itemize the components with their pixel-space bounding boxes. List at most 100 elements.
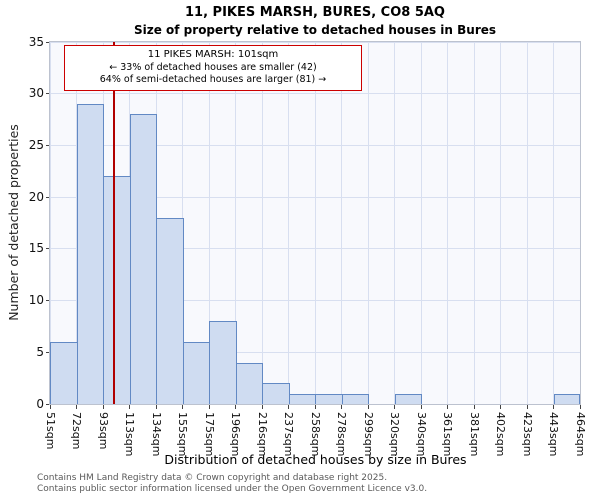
x-axis-label: Distribution of detached houses by size …	[164, 452, 467, 467]
x-gridline	[526, 42, 528, 404]
x-tick-mark	[367, 405, 369, 409]
x-tick-mark	[420, 405, 422, 409]
histogram-bar	[315, 393, 343, 404]
chart-title: 11, PIKES MARSH, BURES, CO8 5AQ	[185, 5, 445, 20]
annotation-property-line: 11 PIKES MARSH: 101sqm	[147, 49, 279, 60]
x-tick-mark	[341, 405, 342, 409]
y-tick-label: 0	[36, 396, 44, 411]
x-gridline	[208, 42, 210, 404]
x-tick-mark	[526, 405, 528, 409]
x-tick-mark	[155, 405, 157, 409]
histogram-bar	[103, 176, 131, 404]
x-tick-label: 134sqm	[149, 412, 163, 457]
x-gridline	[394, 42, 395, 404]
x-tick-label: 443sqm	[547, 412, 560, 457]
x-tick-mark	[76, 405, 77, 409]
property-size-marker-line	[113, 42, 116, 404]
footer-line-2: Contains public sector information licen…	[37, 483, 428, 494]
x-tick-mark	[288, 405, 289, 409]
x-gridline	[261, 42, 263, 404]
y-tick-mark	[46, 403, 50, 405]
x-tick-label: 196sqm	[229, 412, 242, 457]
histogram-bar	[76, 104, 104, 404]
footer-line-1: Contains HM Land Registry data © Crown c…	[37, 473, 388, 483]
annotation-box: 11 PIKES MARSH: 101sqm ← 33% of detached…	[64, 45, 362, 91]
y-tick-label: 35	[28, 34, 44, 49]
x-tick-mark	[314, 405, 316, 409]
x-tick-label: 155sqm	[176, 412, 189, 457]
x-tick-mark	[500, 405, 501, 409]
y-tick-mark	[46, 248, 50, 250]
x-tick-label: 464sqm	[573, 412, 587, 457]
y-tick-label: 25	[28, 137, 44, 152]
x-gridline	[341, 42, 342, 404]
histogram-bar	[156, 217, 184, 404]
histogram-bar	[262, 383, 290, 404]
x-tick-label: 402sqm	[494, 412, 507, 457]
x-gridline	[367, 42, 369, 404]
x-gridline	[314, 42, 316, 404]
x-tick-mark	[208, 405, 210, 409]
x-tick-label: 93sqm	[96, 412, 110, 450]
histogram-bar	[288, 393, 316, 404]
x-gridline	[288, 42, 289, 404]
x-tick-mark	[447, 405, 448, 409]
x-gridline	[235, 42, 236, 404]
license-footer: Contains HM Land Registry data © Crown c…	[37, 473, 427, 494]
histogram-bar	[553, 393, 580, 404]
y-tick-mark	[46, 196, 50, 198]
x-tick-label: 72sqm	[70, 412, 83, 450]
y-tick-mark	[46, 300, 50, 302]
x-tick-label: 51sqm	[43, 412, 57, 450]
histogram-bar	[394, 393, 422, 404]
histogram-bar	[235, 362, 263, 404]
plot-area	[50, 42, 580, 404]
x-tick-mark	[235, 405, 236, 409]
x-tick-label: 381sqm	[467, 412, 481, 457]
x-tick-mark	[49, 405, 51, 409]
annotation-smaller-line: ← 33% of detached houses are smaller (42…	[109, 61, 317, 73]
x-gridline	[553, 42, 554, 404]
x-gridline	[447, 42, 448, 404]
y-tick-mark	[46, 144, 50, 146]
histogram-bar	[182, 341, 210, 404]
x-tick-mark	[473, 405, 475, 409]
annotation-larger-line: 64% of semi-detached houses are larger (…	[99, 74, 327, 85]
x-tick-label: 340sqm	[414, 412, 428, 457]
x-tick-label: 320sqm	[388, 412, 401, 457]
x-tick-label: 278sqm	[335, 412, 348, 457]
y-tick-label: 10	[28, 293, 44, 308]
x-tick-label: 175sqm	[202, 412, 216, 457]
histogram-bar	[341, 393, 369, 404]
x-tick-label: 237sqm	[282, 412, 295, 457]
histogram-bar	[50, 341, 78, 404]
histogram-bar	[129, 114, 157, 404]
x-gridline	[500, 42, 501, 404]
y-tick-label: 5	[36, 344, 44, 359]
y-tick-label: 15	[28, 241, 44, 256]
x-tick-mark	[553, 405, 554, 409]
chart-subtitle: Size of property relative to detached ho…	[133, 23, 497, 37]
y-tick-label: 20	[28, 189, 44, 204]
x-gridline	[50, 42, 51, 404]
y-tick-label: 30	[28, 86, 44, 101]
histogram-bar	[209, 321, 237, 404]
x-tick-mark	[182, 405, 183, 409]
x-tick-mark	[261, 405, 263, 409]
x-tick-mark	[394, 405, 395, 409]
x-gridline	[420, 42, 422, 404]
x-gridline	[579, 42, 580, 404]
x-tick-label: 258sqm	[308, 412, 322, 457]
y-tick-mark	[46, 351, 50, 353]
y-tick-mark	[46, 41, 50, 43]
y-tick-mark	[46, 93, 50, 95]
x-tick-label: 361sqm	[441, 412, 454, 457]
x-tick-label: 113sqm	[123, 412, 136, 457]
x-tick-mark	[579, 405, 581, 409]
x-gridline	[473, 42, 475, 404]
x-tick-label: 299sqm	[361, 412, 375, 457]
x-tick-label: 216sqm	[255, 412, 269, 457]
x-tick-mark	[129, 405, 130, 409]
x-tick-mark	[102, 405, 104, 409]
